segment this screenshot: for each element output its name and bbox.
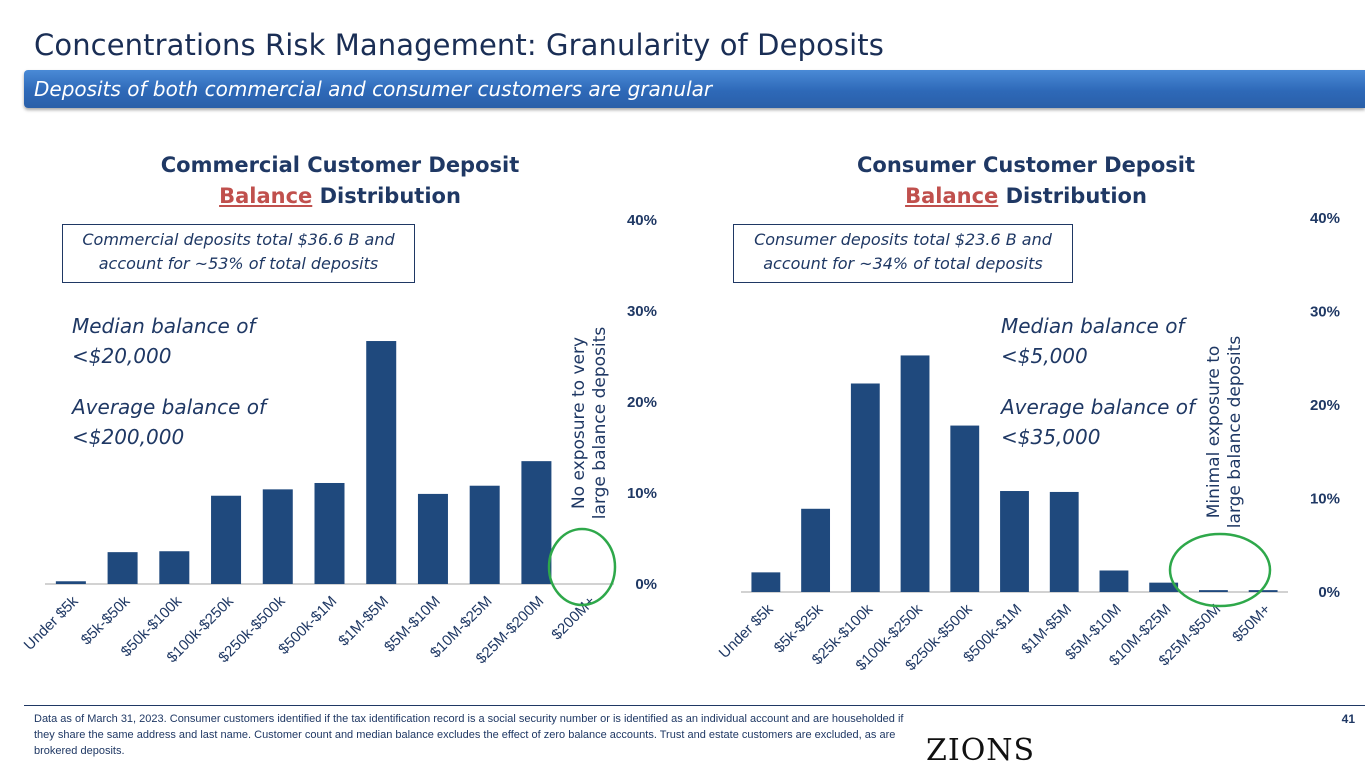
consumer-average: Average balance of <$35,000 <box>1001 392 1195 452</box>
commercial-average-line2: <$200,000 <box>72 425 185 449</box>
consumer-bar <box>751 572 781 592</box>
consumer-callout-line2: account for ~34% of total deposits <box>763 254 1043 273</box>
consumer-bar <box>1049 491 1079 592</box>
commercial-callout-line2: account for ~53% of total deposits <box>98 254 379 273</box>
consumer-chart-title: Consumer Customer Deposit Balance Distri… <box>836 150 1216 212</box>
consumer-median-line1: Median balance of <box>1001 314 1185 338</box>
consumer-average-line1: Average balance of <box>1001 395 1196 419</box>
consumer-bar <box>850 383 880 592</box>
consumer-title-accent: Balance <box>905 184 999 208</box>
commercial-y-tick-label: 40% <box>627 212 657 229</box>
consumer-y-tick-label: 10% <box>1310 491 1340 508</box>
consumer-x-tick-label: $50M+ <box>1229 601 1274 646</box>
consumer-highlight-circle <box>1168 532 1272 608</box>
commercial-bar <box>469 485 500 584</box>
page-title: Concentrations Risk Management: Granular… <box>34 28 884 62</box>
commercial-bar <box>314 482 345 584</box>
commercial-bar <box>521 461 552 584</box>
commercial-bar <box>107 552 138 584</box>
commercial-median: Median balance of <$20,000 <box>72 311 255 371</box>
commercial-bar <box>366 341 397 584</box>
commercial-bar <box>211 495 242 584</box>
commercial-callout: Commercial deposits total $36.6 B and ac… <box>62 224 415 283</box>
consumer-title-line2: Balance Distribution <box>836 181 1216 212</box>
commercial-title-rest: Distribution <box>312 184 461 208</box>
consumer-y-tick-label: 20% <box>1310 397 1340 414</box>
footer-divider <box>24 705 1365 706</box>
consumer-average-line2: <$35,000 <box>1001 425 1101 449</box>
consumer-bar <box>1099 570 1129 592</box>
consumer-bar <box>1198 590 1228 592</box>
consumer-median-line2: <$5,000 <box>1001 344 1088 368</box>
banner-text: Deposits of both commercial and consumer… <box>34 77 713 101</box>
commercial-chart-title: Commercial Customer Deposit Balance Dist… <box>150 150 530 212</box>
consumer-callout: Consumer deposits total $23.6 B and acco… <box>733 224 1073 283</box>
subtitle-banner: Deposits of both commercial and consumer… <box>24 70 1365 108</box>
consumer-x-tick-label: Under $5k <box>716 600 777 661</box>
commercial-y-tick-label: 0% <box>635 576 657 593</box>
commercial-title-line2: Balance Distribution <box>150 181 530 212</box>
commercial-bar <box>262 489 293 584</box>
consumer-bar <box>900 355 930 592</box>
commercial-y-tick-label: 30% <box>627 303 657 320</box>
commercial-title-line1: Commercial Customer Deposit <box>160 153 520 177</box>
consumer-y-tick-label: 30% <box>1310 304 1340 321</box>
consumer-callout-line1: Consumer deposits total $23.6 B and <box>754 230 1052 249</box>
footnote: Data as of March 31, 2023. Consumer cust… <box>34 713 904 757</box>
company-logo: ZIONS BANCORPORATION <box>926 733 1036 768</box>
page-number: 41 <box>1341 712 1355 726</box>
commercial-average: Average balance of <$200,000 <box>72 392 266 452</box>
consumer-median: Median balance of <$5,000 <box>1001 311 1184 371</box>
commercial-highlight-circle <box>547 527 617 607</box>
commercial-median-line2: <$20,000 <box>72 344 172 368</box>
commercial-bar <box>55 581 86 584</box>
commercial-median-line1: Median balance of <box>72 314 256 338</box>
consumer-bar <box>1248 590 1278 592</box>
consumer-bar <box>1149 582 1179 592</box>
consumer-bar <box>801 508 831 592</box>
commercial-y-tick-label: 20% <box>627 394 657 411</box>
commercial-callout-line1: Commercial deposits total $36.6 B and <box>82 230 395 249</box>
consumer-title-line1: Consumer Customer Deposit <box>856 153 1196 177</box>
consumer-title-rest: Distribution <box>998 184 1147 208</box>
commercial-bar <box>159 551 190 584</box>
commercial-y-tick-label: 10% <box>627 485 657 502</box>
commercial-bar <box>417 493 448 584</box>
consumer-y-tick-label: 0% <box>1318 584 1340 601</box>
consumer-bar <box>950 425 980 592</box>
commercial-title-accent: Balance <box>219 184 313 208</box>
commercial-average-line1: Average balance of <box>72 395 267 419</box>
consumer-y-tick-label: 40% <box>1310 210 1340 227</box>
consumer-bar <box>1000 491 1029 592</box>
